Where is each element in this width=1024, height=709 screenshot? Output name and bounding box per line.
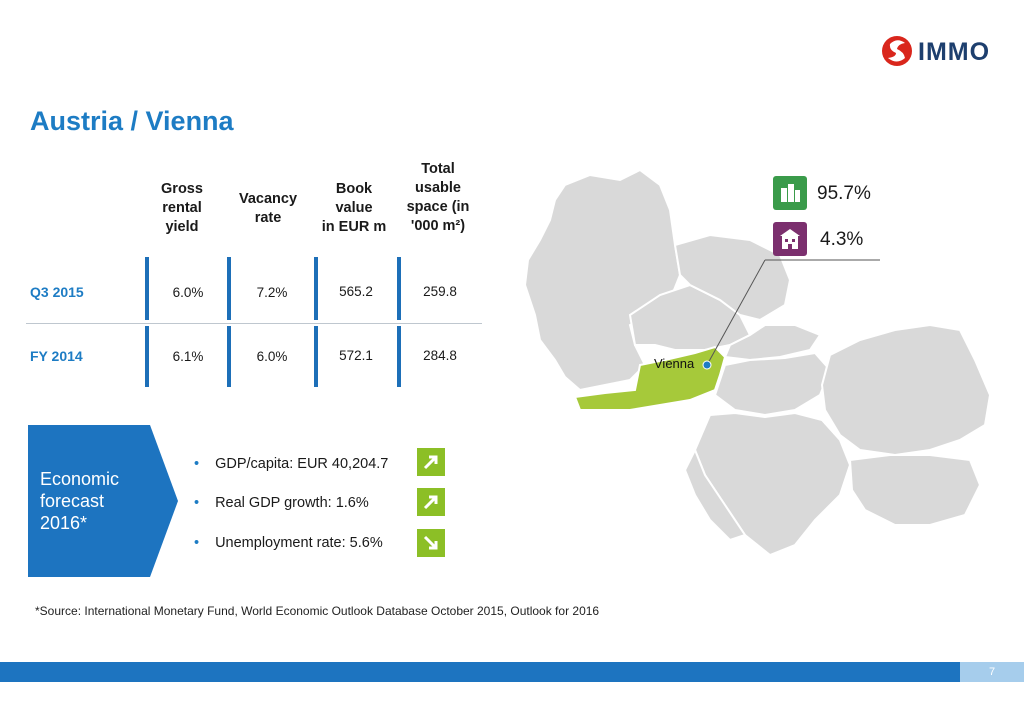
column-divider	[227, 257, 231, 320]
cell-usable-space: 259.8	[423, 284, 457, 299]
cell-gross-yield: 6.1%	[172, 349, 204, 364]
forecast-item-unemployment-rate: • Unemployment rate: 5.6%	[194, 535, 383, 551]
bullet-icon: •	[194, 495, 200, 511]
forecast-item-real-gdp-growth: • Real GDP growth: 1.6%	[194, 495, 369, 511]
austria-region	[573, 345, 727, 411]
s-immo-logo	[882, 36, 912, 66]
cell-vacancy-rate: 6.0%	[256, 349, 288, 364]
header-vacancy-rate: Vacancy rate	[238, 191, 298, 226]
office-building-icon	[773, 176, 807, 210]
arrow-up-right-icon	[417, 448, 445, 476]
poland-region	[673, 233, 792, 322]
residential-share-value: 4.3%	[820, 229, 864, 250]
office-share-value: 95.7%	[817, 183, 871, 204]
romania-region	[820, 323, 992, 457]
arrow-up-right-icon	[417, 488, 445, 516]
bullet-icon: •	[194, 535, 200, 551]
page-number: 7	[960, 662, 1024, 682]
bulgaria-region	[848, 454, 982, 526]
column-divider	[145, 257, 149, 320]
column-divider	[227, 326, 231, 387]
vienna-label: Vienna	[654, 356, 695, 371]
row-label-q3-2015: Q3 2015	[30, 284, 84, 300]
header-gross-rental-yield: Gross rental yield	[161, 181, 203, 235]
cell-usable-space: 284.8	[423, 348, 457, 363]
adriatic-coast-region	[683, 447, 747, 542]
cell-vacancy-rate: 7.2%	[256, 285, 288, 300]
hungary-region	[713, 351, 832, 417]
footer-bar	[0, 662, 960, 682]
cell-book-value: 572.1	[339, 348, 373, 363]
cell-book-value: 565.2	[339, 284, 373, 299]
forecast-chevron	[28, 425, 178, 577]
source-note: *Source: International Monetary Fund, Wo…	[35, 604, 600, 618]
slovakia-region	[723, 324, 822, 362]
central-europe-map	[523, 168, 992, 557]
header-book-value: Book value in EUR m	[321, 181, 387, 235]
balkans-region	[693, 411, 852, 557]
cell-gross-yield: 6.0%	[172, 285, 204, 300]
column-divider	[145, 326, 149, 387]
vienna-marker	[702, 360, 712, 370]
column-divider	[397, 326, 401, 387]
column-divider	[397, 257, 401, 320]
column-divider	[314, 257, 318, 320]
logo-text: IMMO	[918, 38, 991, 66]
column-divider	[314, 326, 318, 387]
forecast-item-gdp-capita: • GDP/capita: EUR 40,204.7	[194, 456, 389, 472]
row-label-fy-2014: FY 2014	[30, 348, 83, 364]
bullet-icon: •	[194, 456, 200, 472]
apartment-building-icon	[773, 222, 807, 256]
page-title: Austria / Vienna	[30, 106, 234, 136]
row-separator	[26, 323, 482, 324]
forecast-label: Economic forecast 2016*	[40, 469, 120, 533]
arrow-down-right-icon	[417, 529, 445, 557]
header-total-usable-space: Total usable space (in '000 m²)	[406, 161, 470, 234]
